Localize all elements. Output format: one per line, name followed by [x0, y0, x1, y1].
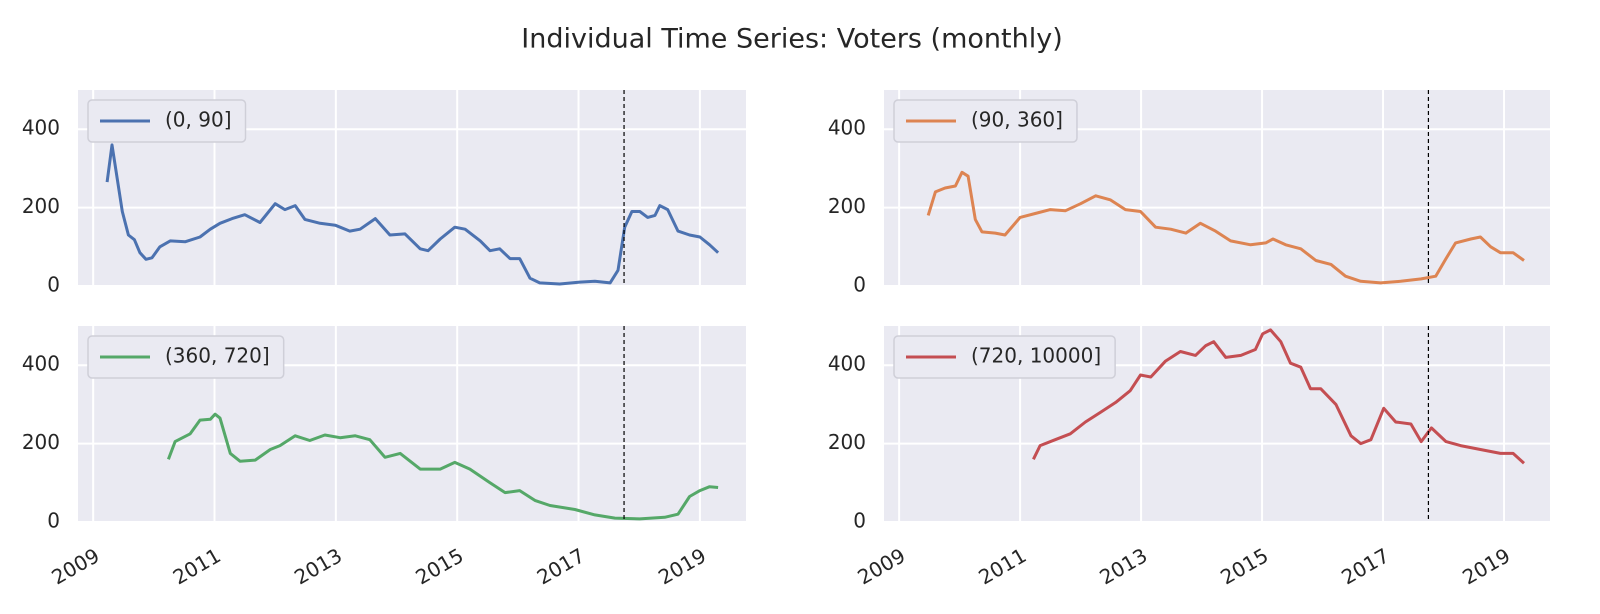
- y-tick-label: 0: [853, 273, 866, 297]
- legend-label: (0, 90]: [165, 108, 232, 132]
- subplot: 2009 2011 2013 2015 2017 2019 0 200 400 (720, 100…: [828, 326, 1550, 589]
- legend-box: [893, 335, 1116, 379]
- x-tick-label: 2009: [47, 543, 103, 589]
- x-tick-label: 2017: [533, 543, 589, 589]
- x-tick-label: 2013: [1095, 543, 1151, 589]
- y-tick-label: 400: [22, 116, 60, 140]
- y-tick-label: 200: [22, 194, 60, 218]
- x-tick-label: 2019: [654, 543, 710, 589]
- legend-box: [87, 99, 247, 143]
- x-tick-label: 2013: [290, 543, 346, 589]
- legend-box: [893, 99, 1078, 143]
- legend-box: [87, 335, 285, 379]
- x-tick-label: 2011: [974, 543, 1030, 589]
- series-line: [105, 143, 720, 286]
- subplot: 0 200 400 (0, 90]: [22, 90, 746, 297]
- y-tick-label: 400: [828, 116, 866, 140]
- legend-label: (360, 720]: [165, 344, 270, 368]
- y-tick-label: 200: [828, 194, 866, 218]
- subplot: 0 200 400 (90, 360]: [828, 90, 1550, 297]
- y-tick-label: 0: [47, 273, 60, 297]
- legend: (0, 90]: [87, 99, 247, 143]
- x-tick-label: 2015: [411, 543, 467, 589]
- subplot: 2009 2011 2013 2015 2017 2019 0 200 400 (360, 720…: [22, 326, 746, 589]
- y-tick-label: 200: [828, 430, 866, 454]
- y-tick-label: 0: [47, 509, 60, 533]
- x-tick-label: 2015: [1216, 543, 1272, 589]
- x-tick-label: 2017: [1337, 543, 1393, 589]
- series-line: [926, 170, 1525, 285]
- series-line: [1032, 328, 1526, 465]
- legend: (90, 360]: [893, 99, 1078, 143]
- x-tick-label: 2019: [1458, 543, 1514, 589]
- figure-title: Individual Time Series: Voters (monthly): [521, 24, 1062, 55]
- legend-label: (720, 10000]: [971, 344, 1101, 368]
- x-tick-label: 2009: [853, 543, 909, 589]
- legend-label: (90, 360]: [971, 108, 1063, 132]
- y-tick-label: 400: [22, 352, 60, 376]
- x-tick-label: 2011: [169, 543, 225, 589]
- series-line: [166, 412, 719, 521]
- legend: (720, 10000]: [893, 335, 1116, 379]
- legend: (360, 720]: [87, 335, 285, 379]
- y-tick-label: 400: [828, 352, 866, 376]
- y-tick-label: 200: [22, 430, 60, 454]
- y-tick-label: 0: [853, 509, 866, 533]
